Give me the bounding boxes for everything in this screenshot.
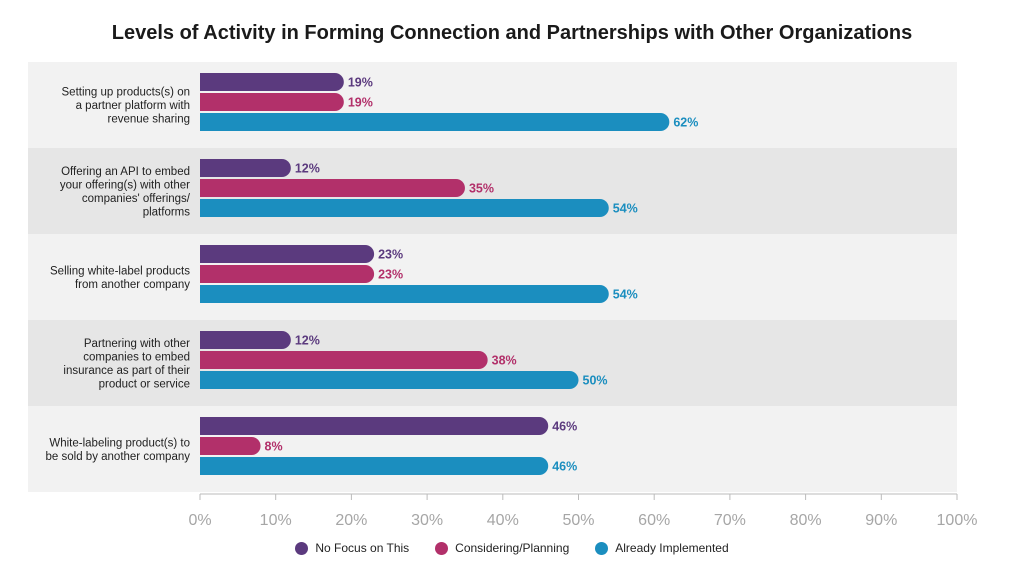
x-tick-label: 0% xyxy=(188,512,211,529)
bar xyxy=(200,73,344,91)
legend-item-considering: Considering/Planning xyxy=(435,541,569,555)
category-label: Partnering with other xyxy=(84,338,190,350)
data-label: 12% xyxy=(295,162,320,176)
data-label: 8% xyxy=(265,440,283,454)
x-tick-label: 60% xyxy=(638,512,670,529)
data-label: 12% xyxy=(295,334,320,348)
bar xyxy=(200,285,609,303)
category-label: your offering(s) with other xyxy=(60,179,190,191)
x-tick-label: 90% xyxy=(865,512,897,529)
bar xyxy=(200,417,549,435)
bar xyxy=(200,179,465,197)
data-label: 19% xyxy=(348,76,373,90)
category-label: companies to embed xyxy=(83,351,190,363)
legend-item-implemented: Already Implemented xyxy=(595,541,729,555)
bar xyxy=(200,245,375,263)
legend-label-considering: Considering/Planning xyxy=(455,541,570,555)
data-label: 50% xyxy=(583,374,608,388)
bar xyxy=(200,265,375,283)
category-label: White-labeling product(s) to xyxy=(49,437,190,449)
bar xyxy=(200,331,291,349)
data-label: 23% xyxy=(378,268,403,282)
legend: No Focus on This Considering/Planning Al… xyxy=(0,541,1024,555)
category-label: platforms xyxy=(143,206,191,218)
category-label: insurance as part of their xyxy=(63,365,190,377)
bar xyxy=(200,199,609,217)
x-tick-label: 40% xyxy=(487,512,519,529)
category-label: revenue sharing xyxy=(108,114,190,126)
category-label: Offering an API to embed xyxy=(61,166,190,178)
data-label: 19% xyxy=(348,96,373,110)
category-label: product or service xyxy=(99,378,190,390)
data-label: 46% xyxy=(552,420,577,434)
category-label: Selling white-label products xyxy=(50,265,190,277)
bar xyxy=(200,159,291,177)
category-label: a partner platform with xyxy=(76,100,190,112)
legend-swatch-implemented xyxy=(595,541,609,555)
legend-swatch-considering xyxy=(435,541,449,555)
legend-label-implemented: Already Implemented xyxy=(615,541,729,555)
x-tick-label: 20% xyxy=(335,512,367,529)
x-tick-label: 100% xyxy=(937,512,978,529)
bar xyxy=(200,113,670,131)
legend-label-no-focus: No Focus on This xyxy=(315,541,410,555)
bar xyxy=(200,371,579,389)
category-band xyxy=(28,234,957,320)
data-label: 62% xyxy=(673,116,698,130)
bar xyxy=(200,93,344,111)
category-band xyxy=(28,62,957,148)
category-label: be sold by another company xyxy=(46,451,191,463)
x-tick-label: 10% xyxy=(260,512,292,529)
category-band xyxy=(28,148,957,234)
chart-title: Levels of Activity in Forming Connection… xyxy=(111,22,913,44)
bar xyxy=(200,351,488,369)
data-label: 54% xyxy=(613,202,638,216)
bar xyxy=(200,437,261,455)
x-tick-label: 30% xyxy=(411,512,443,529)
category-label: companies' offerings/ xyxy=(82,193,191,205)
bar xyxy=(200,457,549,475)
category-label: from another company xyxy=(75,279,190,291)
legend-swatch-no-focus xyxy=(295,541,309,555)
data-label: 23% xyxy=(378,248,403,262)
data-label: 46% xyxy=(552,460,577,474)
data-label: 54% xyxy=(613,288,638,302)
legend-item-no-focus: No Focus on This xyxy=(295,541,409,555)
x-tick-label: 70% xyxy=(714,512,746,529)
category-label: Setting up products(s) on xyxy=(62,87,191,99)
data-label: 35% xyxy=(469,182,494,196)
data-label: 38% xyxy=(492,354,517,368)
x-tick-label: 80% xyxy=(790,512,822,529)
category-band xyxy=(28,320,957,406)
x-tick-label: 50% xyxy=(562,512,594,529)
